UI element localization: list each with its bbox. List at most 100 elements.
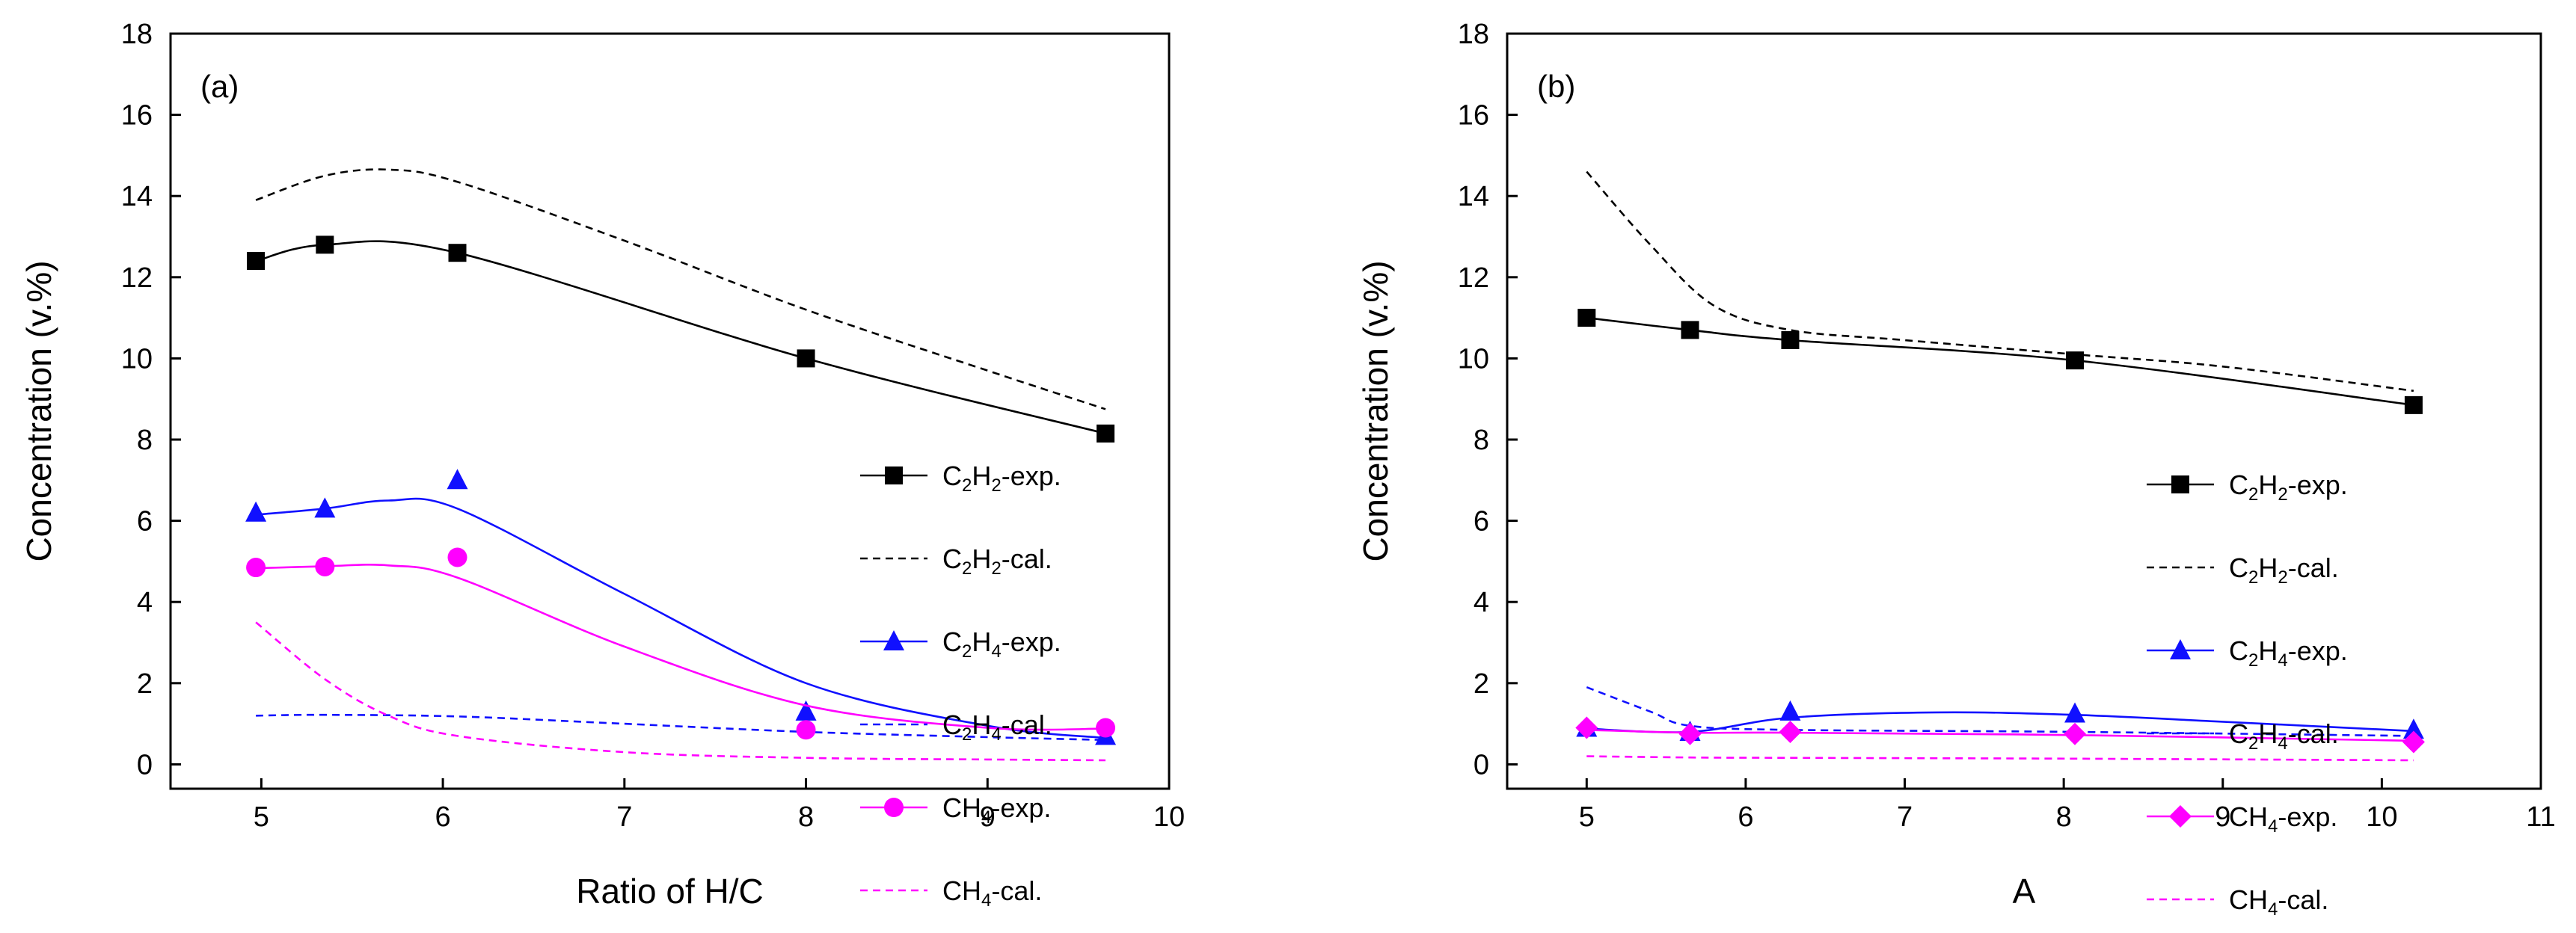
panel-label-b: (b) [1537, 69, 1575, 104]
y-tick-label: 0 [1473, 749, 1489, 780]
x-tick-label: 7 [1897, 801, 1913, 833]
data-point-c2h2_exp [448, 244, 467, 262]
y-tick-label: 16 [1458, 100, 1489, 132]
series-line-c2h2_exp [255, 240, 1106, 435]
legend-marker [2171, 475, 2189, 493]
legend-entry-c2h4_cal: C2H4-cal. [860, 709, 1052, 745]
series-line-c2h4_cal [256, 713, 1106, 742]
x-tick-label: 6 [435, 801, 451, 833]
legend-entry-c2h2_exp: C2H2-exp. [2147, 469, 2348, 505]
data-point-ch4_exp [1575, 716, 1598, 739]
data-point-c2h2_exp [247, 252, 266, 271]
legend-a: C2H2-exp. C2H2-cal. C2H4-exp. C2H4-cal. CH4-… [860, 461, 1061, 911]
y-tick-label: 6 [137, 506, 153, 538]
y-tick-label: 8 [137, 425, 153, 456]
legend-entry-ch4_cal: CH4-cal. [860, 875, 1042, 911]
legend-label: C2H2-cal. [942, 544, 1052, 579]
plot-frame-a [169, 32, 1171, 790]
legend-label: C2H4-exp. [942, 626, 1061, 662]
x-axis-label-b: A [2013, 872, 2036, 911]
x-tick-label: 6 [1738, 801, 1753, 833]
x-tick-label: 5 [1579, 801, 1595, 833]
data-point-c2h2_exp [1577, 309, 1596, 327]
series-line-c2h2_exp [1586, 316, 2414, 407]
y-tick-label: 18 [1458, 19, 1489, 50]
legend-marker [883, 630, 904, 650]
y-tick-label: 16 [121, 100, 153, 132]
data-point-c2h2_exp [1097, 424, 1115, 443]
y-tick-label: 4 [1473, 587, 1489, 618]
series-line-ch4_cal [255, 621, 1106, 762]
legend-label: C2H2-cal. [2229, 552, 2339, 588]
series-line-c2h2_cal [1586, 170, 2414, 392]
data-point-ch4_exp [796, 720, 816, 740]
data-point-c2h2_exp [2404, 395, 2423, 414]
y-tick-label: 10 [121, 343, 153, 375]
data-point-c2h4_exp [2064, 702, 2086, 723]
legend-label: CH4-exp. [2229, 801, 2337, 837]
data-point-ch4_exp [315, 556, 335, 576]
legend-marker [885, 466, 903, 484]
legend-entry-c2h4_exp: C2H4-exp. [860, 626, 1061, 662]
series-line-ch4_exp [256, 564, 1106, 731]
data-point-c2h4_exp [2402, 718, 2424, 739]
y-tick-label: 12 [1458, 262, 1489, 294]
legend-marker [884, 798, 904, 817]
chart-panel-a: 5 6 7 8 9 10 0 2 4 6 8 10 12 14 16 18 C2H2-exp. C2H2-cal… [19, 19, 1185, 911]
legend-entry-c2h4_cal: C2H4-cal. [2147, 718, 2339, 754]
plot-frame-b [1506, 32, 2542, 790]
chart-panel-b: 5 6 7 8 9 10 11 0 2 4 6 8 10 12 14 16 18 C2H2-exp. C2H2-c… [1356, 19, 2556, 920]
legend-entry-ch4_exp: CH4-exp. [2147, 801, 2337, 837]
legend-label: C2H2-exp. [2229, 469, 2348, 505]
legend-marker [2170, 639, 2191, 659]
legend-label: CH4-cal. [942, 875, 1042, 911]
legend-entry-c2h2_exp: C2H2-exp. [860, 461, 1061, 496]
data-point-c2h4_exp [1779, 700, 1801, 721]
x-tick-label: 9 [2215, 801, 2230, 833]
legend-label: C2H4-cal. [2229, 718, 2339, 754]
x-tick-label: 7 [616, 801, 632, 833]
x-tick-label: 8 [2056, 801, 2072, 833]
y-axis-label-b: Concentration (v.%) [1356, 260, 1395, 561]
data-point-ch4_exp [1096, 718, 1116, 738]
x-axis-label-a: Ratio of H/C [576, 872, 764, 911]
data-point-ch4_exp [447, 547, 467, 567]
data-point-ch4_exp [2402, 730, 2425, 754]
legend-entry-c2h2_cal: C2H2-cal. [860, 544, 1052, 579]
data-point-ch4_exp [2064, 722, 2087, 745]
legend-entry-c2h2_cal: C2H2-cal. [2147, 552, 2339, 588]
legend-label: C2H2-exp. [942, 461, 1061, 496]
data-point-ch4_exp [1678, 722, 1702, 745]
legend-entry-ch4_exp: CH4-exp. [860, 792, 1051, 828]
legend-label: C2H4-cal. [942, 709, 1052, 745]
y-tick-label: 14 [1458, 181, 1489, 212]
legend-label: C2H4-exp. [2229, 635, 2348, 671]
data-point-c2h2_exp [1781, 330, 1800, 349]
x-tick-label: 10 [2366, 801, 2397, 833]
data-point-ch4_exp [1779, 720, 1802, 743]
data-point-ch4_exp [246, 558, 266, 578]
y-tick-label: 2 [1473, 668, 1489, 700]
legend-marker [2169, 805, 2192, 828]
series-line-c2h4_cal [1586, 686, 2414, 737]
data-point-c2h4_exp [795, 700, 817, 721]
series-line-c2h4_exp [255, 497, 1106, 739]
legend-label: CH4-cal. [2229, 884, 2328, 920]
legend-b: C2H2-exp. C2H2-cal. C2H4-exp. C2H4-cal. CH4-… [2147, 469, 2348, 920]
y-tick-label: 4 [137, 587, 153, 618]
y-tick-label: 12 [121, 262, 153, 294]
y-tick-label: 10 [1458, 343, 1489, 375]
data-point-c2h2_exp [316, 235, 334, 254]
x-tick-label: 5 [254, 801, 269, 833]
data-point-c2h4_exp [245, 501, 267, 522]
x-tick-label: 8 [798, 801, 814, 833]
x-tick-label: 9 [980, 801, 996, 833]
legend-label: CH4-exp. [942, 792, 1051, 828]
legend-entry-ch4_cal: CH4-cal. [2147, 884, 2328, 920]
series-line-ch4_cal [1586, 755, 2414, 762]
data-point-c2h4_exp [314, 497, 336, 518]
data-point-c2h2_exp [797, 349, 815, 368]
panel-label-a: (a) [200, 69, 239, 104]
x-tick-label: 10 [1153, 801, 1185, 833]
